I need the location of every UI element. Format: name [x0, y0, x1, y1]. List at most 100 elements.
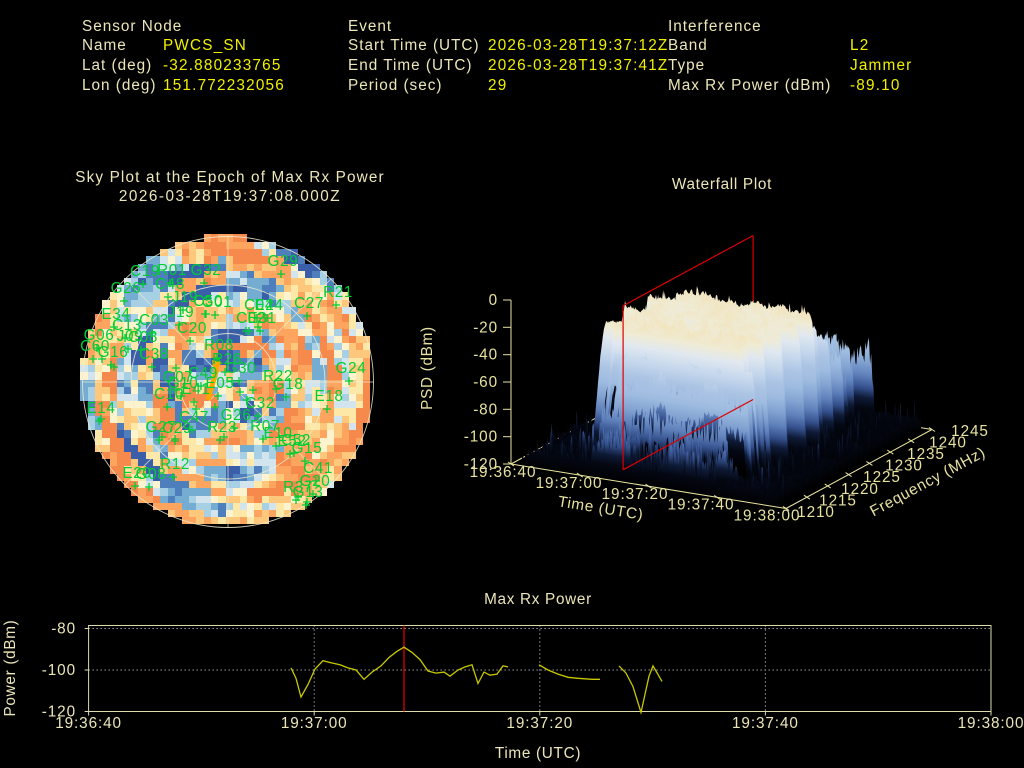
svg-text:Lat (deg): Lat (deg): [82, 57, 152, 74]
svg-text:C19: C19: [130, 263, 160, 280]
svg-text:1215: 1215: [819, 492, 857, 509]
svg-text:151.772232056: 151.772232056: [163, 77, 285, 94]
svg-text:Lon (deg): Lon (deg): [82, 77, 156, 94]
svg-text:19:37:20: 19:37:20: [602, 486, 669, 503]
svg-text:Sky Plot at the Epoch of Max R: Sky Plot at the Epoch of Max Rx Power: [75, 169, 385, 186]
svg-text:E05: E05: [205, 375, 234, 392]
svg-text:G07: G07: [163, 369, 194, 386]
svg-text:1225: 1225: [863, 469, 901, 486]
svg-text:Power (dBm): Power (dBm): [2, 620, 19, 717]
svg-text:G06: G06: [84, 327, 115, 344]
svg-text:E52: E52: [277, 433, 306, 450]
svg-text:19:37:00: 19:37:00: [281, 715, 348, 732]
svg-text:C27: C27: [294, 295, 324, 312]
svg-text:19:37:40: 19:37:40: [668, 497, 735, 514]
svg-text:1235: 1235: [907, 446, 945, 463]
svg-text:L2: L2: [850, 37, 869, 54]
svg-text:PSD (dBm): PSD (dBm): [419, 326, 436, 410]
svg-text:R37: R37: [283, 479, 313, 496]
svg-text:End Time (UTC): End Time (UTC): [348, 57, 473, 74]
svg-text:Max Rx Power (dBm): Max Rx Power (dBm): [668, 77, 831, 94]
svg-text:2026-03-28T19:37:41Z: 2026-03-28T19:37:41Z: [488, 57, 668, 74]
svg-text:1240: 1240: [929, 434, 967, 451]
svg-text:1210: 1210: [797, 504, 835, 521]
svg-text:C20: C20: [177, 320, 207, 337]
svg-text:1220: 1220: [841, 481, 879, 498]
svg-text:G26: G26: [111, 280, 142, 297]
svg-text:E20: E20: [122, 465, 151, 482]
svg-text:0: 0: [489, 292, 498, 309]
svg-text:C32: C32: [245, 395, 275, 412]
svg-text:G15: G15: [292, 440, 323, 457]
svg-text:-60: -60: [473, 374, 498, 391]
svg-text:C41: C41: [303, 460, 333, 477]
svg-text:-80: -80: [51, 621, 76, 638]
svg-text:G24: G24: [336, 360, 367, 377]
svg-text:G13: G13: [293, 484, 324, 501]
svg-text:Interference: Interference: [668, 18, 762, 35]
svg-text:Event: Event: [348, 18, 392, 35]
svg-text:-120: -120: [42, 704, 76, 721]
svg-text:E24: E24: [254, 297, 283, 314]
svg-text:-80: -80: [473, 401, 498, 418]
svg-text:19:37:00: 19:37:00: [536, 475, 603, 492]
svg-text:R12: R12: [160, 456, 190, 473]
svg-text:G10: G10: [168, 375, 199, 392]
svg-text:J19: J19: [172, 289, 198, 306]
svg-text:-120: -120: [464, 456, 498, 473]
svg-text:1245: 1245: [951, 423, 989, 440]
svg-text:2026-03-28T19:37:12Z: 2026-03-28T19:37:12Z: [488, 37, 668, 54]
svg-text:19:38:00: 19:38:00: [734, 508, 801, 525]
svg-text:G29: G29: [268, 253, 299, 270]
svg-text:G16: G16: [98, 344, 129, 361]
svg-text:R23: R23: [207, 419, 237, 436]
svg-text:R07: R07: [250, 418, 280, 435]
svg-text:Max Rx Power: Max Rx Power: [484, 591, 592, 608]
svg-text:R26: R26: [212, 351, 242, 368]
svg-text:Sensor Node: Sensor Node: [82, 18, 182, 35]
svg-text:E41: E41: [181, 381, 210, 398]
svg-text:G26: G26: [221, 407, 252, 424]
svg-text:Period (sec): Period (sec): [348, 77, 442, 94]
svg-text:Waterfall Plot: Waterfall Plot: [672, 176, 772, 193]
svg-text:E10: E10: [263, 425, 292, 442]
svg-text:R21: R21: [323, 284, 353, 301]
svg-text:C49: C49: [188, 365, 218, 382]
svg-text:G27: G27: [146, 419, 177, 436]
svg-text:19:36:40: 19:36:40: [470, 464, 537, 481]
svg-text:C03: C03: [139, 312, 169, 329]
svg-text:E18: E18: [314, 388, 343, 405]
svg-text:19:36:40: 19:36:40: [55, 715, 122, 732]
svg-text:Time (UTC): Time (UTC): [495, 745, 581, 762]
svg-text:-100: -100: [42, 662, 76, 679]
svg-text:-100: -100: [464, 429, 498, 446]
svg-text:C38: C38: [139, 346, 169, 363]
svg-text:PWCS_SN: PWCS_SN: [163, 37, 247, 54]
svg-text:E34: E34: [101, 306, 130, 323]
svg-text:-32.880233765: -32.880233765: [163, 57, 282, 74]
svg-text:C29: C29: [162, 420, 192, 437]
svg-text:C13: C13: [112, 317, 142, 334]
svg-text:G30: G30: [226, 360, 257, 377]
svg-text:C52: C52: [281, 432, 311, 449]
svg-text:19:37:40: 19:37:40: [732, 715, 799, 732]
svg-text:Start Time (UTC): Start Time (UTC): [348, 37, 480, 54]
svg-text:Type: Type: [668, 57, 705, 74]
svg-text:R08: R08: [204, 337, 234, 354]
svg-text:C02: C02: [236, 310, 266, 327]
svg-text:G08: G08: [136, 466, 167, 483]
svg-text:C50: C50: [193, 293, 223, 310]
svg-text:G18: G18: [273, 376, 304, 393]
svg-text:G01: G01: [202, 294, 233, 311]
svg-text:C60: C60: [80, 338, 110, 355]
svg-text:Name: Name: [82, 37, 127, 54]
svg-text:Band: Band: [668, 37, 708, 54]
svg-text:C04: C04: [244, 297, 274, 314]
svg-text:R22: R22: [263, 368, 293, 385]
svg-text:E14: E14: [86, 400, 115, 417]
svg-text:G32: G32: [191, 262, 222, 279]
svg-text:R01: R01: [157, 262, 187, 279]
svg-text:-89.10: -89.10: [850, 77, 901, 94]
svg-text:19:38:00: 19:38:00: [958, 715, 1024, 732]
svg-text:29: 29: [488, 77, 507, 94]
